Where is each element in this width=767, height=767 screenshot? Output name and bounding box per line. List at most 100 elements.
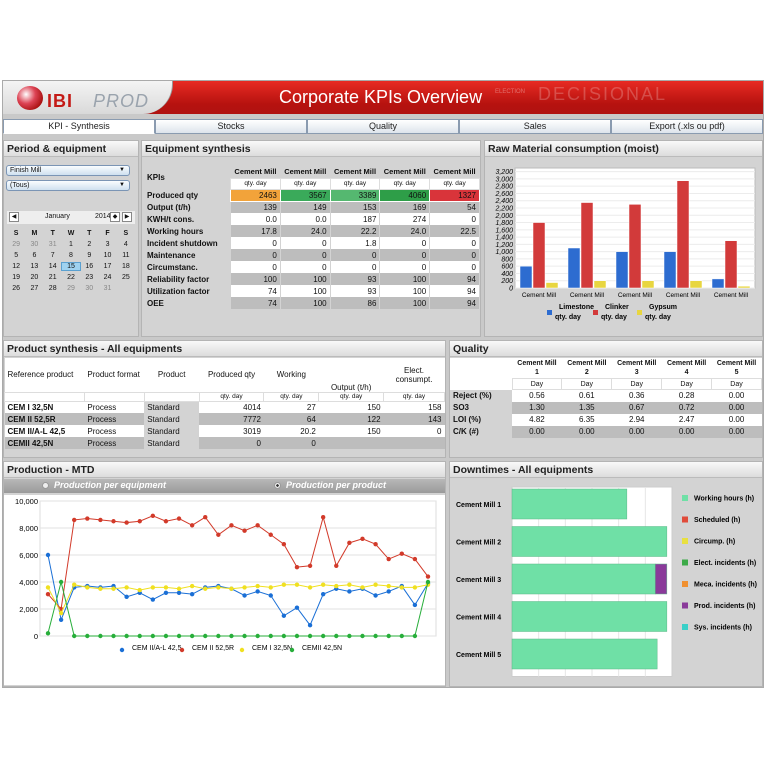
data-point	[268, 593, 273, 598]
data-point	[150, 513, 156, 519]
column-header: Cement Mill	[433, 167, 476, 177]
calendar-day[interactable]: 21	[48, 274, 57, 281]
tab-sales[interactable]: Sales	[459, 119, 611, 134]
cell-value: 22.2	[330, 225, 381, 237]
calendar-day[interactable]: 18	[121, 263, 130, 270]
cell-value: 54	[429, 201, 480, 213]
product-synthesis-title: Product synthesis - All equipments	[4, 341, 445, 357]
column-header-name: Cement Mill	[716, 360, 757, 367]
calendar-day[interactable]: 22	[67, 274, 75, 281]
data-point	[111, 519, 116, 524]
cell-value: 94	[429, 285, 480, 297]
column-header: Produced qty	[199, 358, 264, 392]
category-label: Cement Mill 1	[456, 502, 501, 509]
legend-label: Clinker qty. day	[601, 304, 629, 321]
cell-value: 0.67	[611, 401, 662, 414]
tab-quality[interactable]: Quality	[307, 119, 459, 134]
radio-production-per-product[interactable]: Production per product	[274, 480, 386, 490]
calendar-day[interactable]: 20	[30, 274, 39, 281]
data-point	[124, 633, 129, 639]
calendar-day[interactable]: 27	[30, 285, 39, 292]
bar	[628, 204, 642, 289]
y-tick-label: 1,600	[495, 227, 513, 234]
unit-label: qty. day	[198, 391, 265, 402]
table-row: Utilization factor 74 100 93 100 94	[144, 285, 480, 297]
calendar-day[interactable]: 31	[103, 285, 112, 292]
cell-value: 100	[379, 297, 431, 309]
legend-swatch	[682, 602, 688, 609]
legend-swatch	[637, 310, 642, 315]
category-label: Cement Mill 4	[456, 615, 501, 622]
data-point	[255, 583, 260, 589]
data-point	[294, 633, 300, 639]
tab-stocks[interactable]: Stocks	[155, 119, 307, 134]
calendar-day[interactable]: 7	[50, 252, 55, 259]
prev-month-button[interactable]: ◀	[9, 212, 19, 222]
calendar-day[interactable]: 14	[48, 263, 57, 270]
calendar-day[interactable]: 29	[67, 285, 75, 292]
calendar-day[interactable]: 30	[30, 241, 39, 248]
calendar-day[interactable]: 17	[103, 263, 112, 270]
calendar-day[interactable]: 12	[12, 263, 21, 270]
legend-label: Limestone qty. day	[555, 304, 594, 321]
data-point	[58, 610, 64, 616]
tab-export[interactable]: Export (.xls ou pdf)	[611, 119, 763, 134]
cell-value: Standard	[144, 425, 200, 437]
cell-value: 0.36	[611, 389, 662, 402]
calendar-day[interactable]: 5	[14, 252, 19, 259]
data-point	[399, 633, 404, 639]
calendar-day[interactable]: 26	[12, 285, 21, 292]
calendar-day[interactable]: 25	[121, 274, 130, 281]
unit-label: Day	[711, 378, 762, 390]
column-header: Cement Mill 1	[512, 358, 562, 379]
chevron-down-icon: ▼	[119, 182, 125, 188]
data-point	[360, 633, 365, 639]
table-row: Output (t/h) 139 149 153 169 54	[144, 201, 480, 213]
calendar-day[interactable]	[117, 285, 135, 292]
calendar-day[interactable]: 16	[85, 263, 94, 270]
cell-value: 100	[379, 273, 431, 285]
cell-value	[383, 437, 445, 449]
bar	[511, 601, 668, 632]
legend-label: Meca. incidents (h)	[694, 582, 757, 589]
calendar-day[interactable]: 3	[105, 241, 110, 248]
calendar-day[interactable]: 10	[103, 252, 112, 259]
tab-kpi-synthesis[interactable]: KPI - Synthesis	[3, 119, 155, 134]
calendar-day[interactable]: 13	[30, 263, 39, 270]
radio-production-per-equipment[interactable]: Production per equipment	[42, 480, 166, 490]
calendar-day[interactable]: 19	[12, 274, 21, 281]
calendar-day[interactable]: 24	[103, 274, 112, 281]
bar	[737, 285, 751, 289]
category-label: Cement Mill 2	[456, 540, 501, 547]
calendar-day[interactable]: 31	[48, 241, 57, 248]
calendar-day[interactable]: 6	[32, 252, 37, 259]
quality-panel: Quality Cement Mill 1 Cement Mill 2 Cement M…	[449, 340, 763, 458]
data-point	[176, 516, 182, 521]
calendar-day[interactable]: 29	[12, 241, 21, 248]
legend-swatch	[593, 310, 598, 315]
data-point	[255, 633, 260, 639]
data-point	[111, 633, 116, 639]
cell-value: 139	[230, 201, 281, 213]
calendar-day[interactable]: 23	[85, 274, 94, 281]
calendar-day[interactable]: 11	[122, 252, 130, 259]
y-tick-label: 2,200	[494, 206, 513, 213]
calendar-day[interactable]: 30	[85, 285, 94, 292]
calendar-day[interactable]: 9	[87, 252, 92, 259]
unit-spacer	[143, 391, 200, 402]
filter-select[interactable]: (Tous) ▼	[6, 180, 130, 191]
year-stepper-button[interactable]: ◆	[110, 212, 120, 222]
calendar-day[interactable]: 28	[48, 285, 57, 292]
equipment-select[interactable]: Finish Mill ▼	[6, 165, 130, 176]
calendar-day[interactable]: 8	[69, 252, 73, 259]
calendar-day[interactable]: 2	[87, 241, 92, 248]
calendar-day[interactable]: 15	[60, 262, 82, 271]
calendar-day[interactable]: 4	[123, 241, 128, 248]
cell-value: 0	[429, 261, 480, 273]
cell-value: 2463	[230, 188, 281, 202]
x-tick-label: Cement Mill	[570, 292, 605, 299]
calendar-day[interactable]: 1	[69, 241, 73, 248]
next-month-button[interactable]: ▶	[122, 212, 132, 222]
column-header: Cement Mill 4	[661, 358, 712, 379]
raw-material-chart: 02004006008001,0001,2001,4001,6001,8002,…	[485, 158, 762, 336]
